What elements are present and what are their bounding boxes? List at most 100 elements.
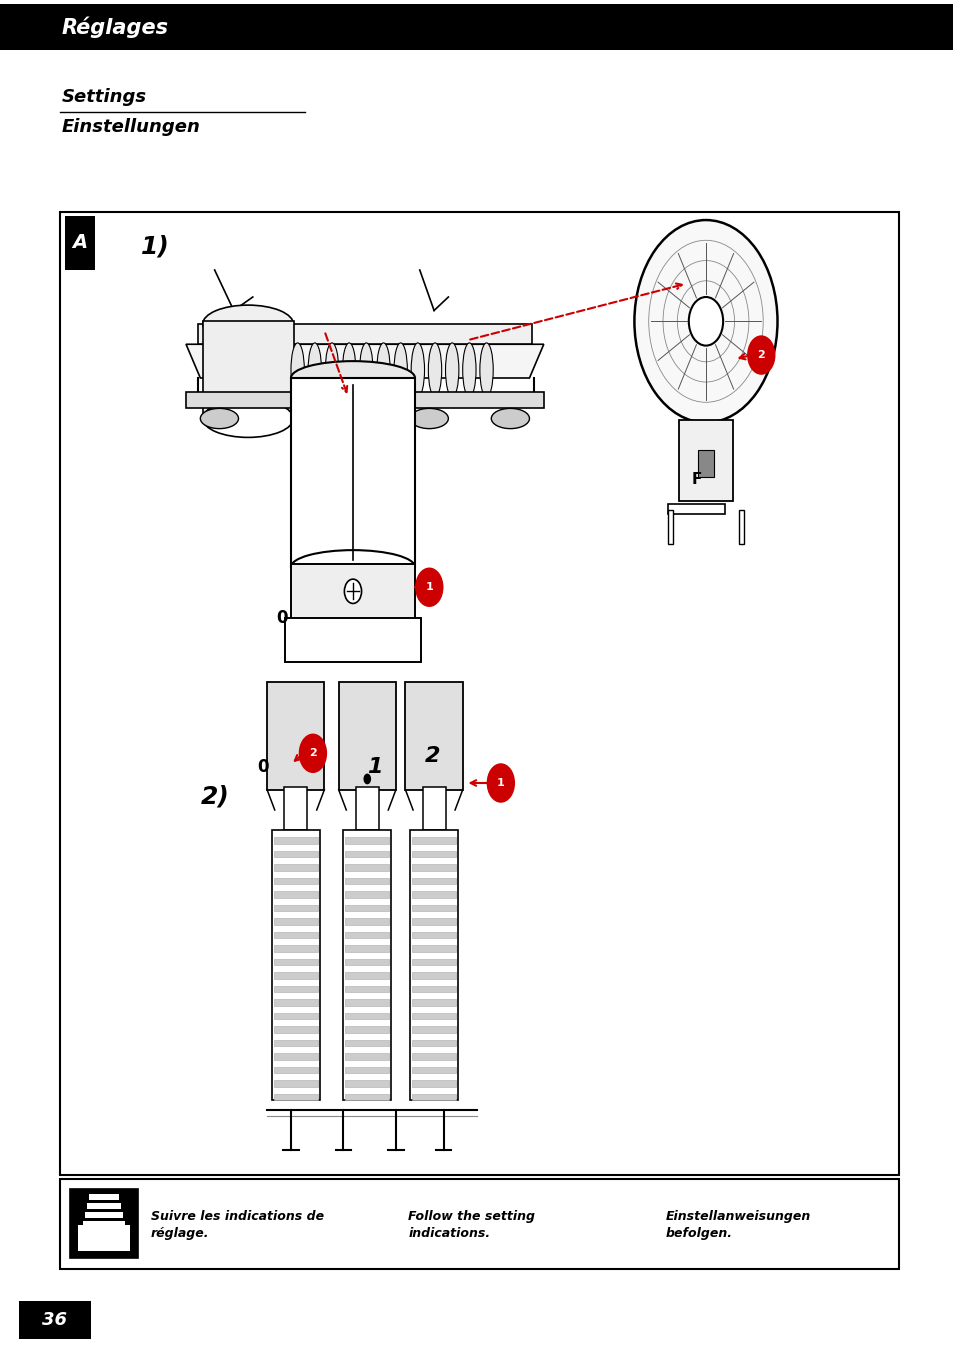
Ellipse shape: [359, 343, 373, 397]
Ellipse shape: [363, 774, 371, 784]
Text: Suivre les indications de
réglage.: Suivre les indications de réglage.: [151, 1210, 323, 1241]
Ellipse shape: [202, 305, 294, 343]
Ellipse shape: [462, 343, 476, 397]
Bar: [345, 986, 389, 992]
Bar: [345, 972, 389, 979]
Ellipse shape: [308, 343, 321, 397]
Bar: [345, 864, 389, 871]
Bar: [345, 1053, 389, 1060]
Ellipse shape: [491, 409, 529, 429]
Text: Einstellanweisungen
befolgen.: Einstellanweisungen befolgen.: [665, 1210, 810, 1241]
Text: Einstellungen: Einstellungen: [62, 117, 201, 136]
Bar: [412, 1012, 456, 1019]
Bar: [60, 1179, 898, 1269]
Bar: [284, 787, 307, 830]
Ellipse shape: [291, 551, 415, 583]
Bar: [412, 999, 456, 1006]
Text: 1): 1): [141, 235, 170, 259]
Bar: [412, 837, 456, 844]
Bar: [291, 378, 415, 567]
Bar: [405, 682, 462, 790]
Bar: [667, 504, 724, 514]
Bar: [85, 1212, 123, 1218]
Bar: [89, 1195, 119, 1200]
Ellipse shape: [299, 734, 326, 772]
Bar: [186, 392, 543, 408]
Polygon shape: [186, 344, 543, 378]
Ellipse shape: [487, 764, 514, 802]
Bar: [267, 682, 324, 790]
Bar: [412, 986, 456, 992]
Bar: [345, 837, 389, 844]
Text: 1: 1: [497, 778, 504, 788]
Bar: [345, 931, 389, 938]
Text: 2: 2: [424, 747, 439, 765]
Bar: [345, 1080, 389, 1087]
Bar: [412, 891, 456, 898]
Bar: [412, 918, 456, 925]
Bar: [410, 830, 457, 1100]
Bar: [345, 1040, 389, 1046]
Bar: [667, 510, 672, 544]
Bar: [345, 891, 389, 898]
Bar: [203, 321, 294, 418]
Bar: [698, 450, 713, 477]
Bar: [274, 837, 317, 844]
Bar: [338, 682, 395, 790]
Bar: [274, 850, 317, 857]
Bar: [412, 1094, 456, 1100]
Bar: [422, 787, 445, 830]
Bar: [739, 510, 743, 544]
Bar: [345, 1012, 389, 1019]
Bar: [274, 1066, 317, 1073]
Bar: [274, 918, 317, 925]
Text: F: F: [691, 471, 700, 487]
Ellipse shape: [202, 400, 294, 437]
Bar: [343, 830, 391, 1100]
Text: 1: 1: [425, 582, 433, 593]
Bar: [274, 878, 317, 884]
Bar: [274, 972, 317, 979]
Bar: [274, 1094, 317, 1100]
Bar: [345, 945, 389, 952]
Bar: [412, 1040, 456, 1046]
Bar: [412, 878, 456, 884]
Bar: [19, 1301, 91, 1339]
Bar: [291, 564, 415, 621]
Bar: [345, 918, 389, 925]
Ellipse shape: [291, 362, 415, 394]
Ellipse shape: [200, 409, 238, 429]
Text: 2: 2: [309, 748, 316, 759]
Bar: [274, 1040, 317, 1046]
Ellipse shape: [428, 343, 441, 397]
Ellipse shape: [688, 297, 722, 346]
Bar: [412, 1080, 456, 1087]
Bar: [272, 830, 319, 1100]
Ellipse shape: [291, 343, 304, 397]
Ellipse shape: [634, 220, 777, 423]
Text: 2): 2): [201, 784, 230, 809]
Bar: [412, 1053, 456, 1060]
Ellipse shape: [445, 343, 458, 397]
Ellipse shape: [344, 579, 361, 603]
Bar: [274, 1080, 317, 1087]
Text: 2: 2: [757, 350, 764, 360]
Bar: [412, 904, 456, 911]
Text: Settings: Settings: [62, 88, 147, 107]
Bar: [412, 958, 456, 965]
Text: 0: 0: [257, 757, 269, 776]
Bar: [274, 999, 317, 1006]
Bar: [345, 958, 389, 965]
Bar: [345, 999, 389, 1006]
Bar: [679, 420, 732, 501]
Bar: [70, 1189, 138, 1258]
Ellipse shape: [479, 343, 493, 397]
Bar: [412, 945, 456, 952]
Bar: [412, 864, 456, 871]
Ellipse shape: [376, 343, 390, 397]
Bar: [355, 787, 378, 830]
Bar: [345, 1026, 389, 1033]
Bar: [345, 904, 389, 911]
Bar: [87, 1203, 121, 1210]
Text: 36: 36: [42, 1311, 68, 1330]
